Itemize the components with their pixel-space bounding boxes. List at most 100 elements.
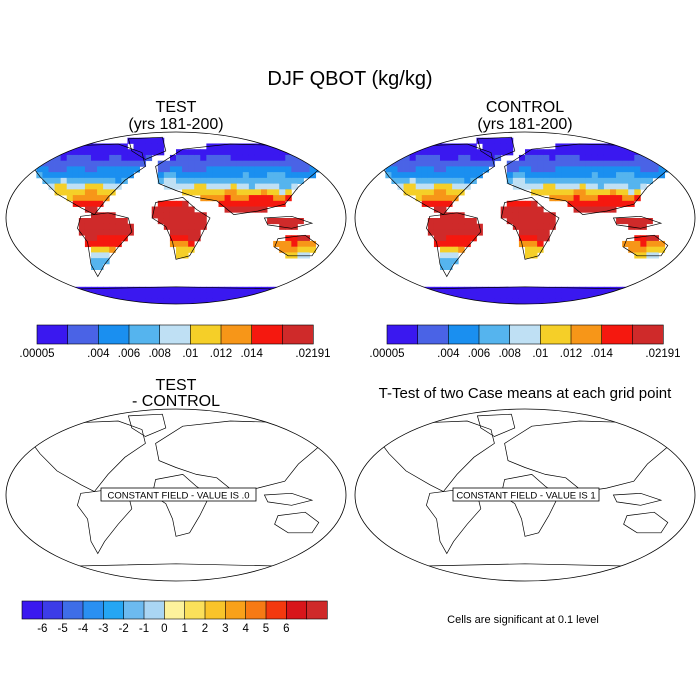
grid-cell bbox=[169, 218, 177, 225]
grid-cell bbox=[603, 195, 611, 202]
colorbar-swatch bbox=[67, 324, 99, 345]
grid-cell bbox=[72, 160, 80, 167]
grid-cell bbox=[254, 166, 262, 173]
grid-cell bbox=[518, 212, 526, 219]
grid-cell bbox=[30, 154, 37, 162]
grid-cell bbox=[36, 298, 43, 304]
grid-cell bbox=[585, 160, 593, 167]
grid-cell bbox=[30, 160, 37, 167]
grid-cell bbox=[163, 292, 171, 299]
grid-cell bbox=[555, 286, 562, 293]
grid-cell bbox=[567, 286, 574, 293]
grid-cell bbox=[512, 223, 520, 230]
grid-cell bbox=[224, 143, 232, 150]
grid-cell bbox=[230, 286, 238, 293]
grid-cell bbox=[169, 206, 177, 213]
grid-cell bbox=[579, 200, 587, 207]
grid-cell bbox=[518, 166, 526, 173]
grid-cell bbox=[452, 298, 459, 304]
grid-cell bbox=[561, 154, 568, 162]
grid-cell bbox=[279, 149, 286, 156]
grid-cell bbox=[60, 172, 68, 179]
grid-cell bbox=[446, 223, 453, 230]
grid-cell bbox=[525, 286, 532, 293]
grid-cell bbox=[561, 183, 568, 190]
grid-cell bbox=[242, 189, 250, 196]
grid-cell bbox=[151, 149, 159, 156]
grid-cell bbox=[157, 292, 165, 299]
grid-cell bbox=[464, 166, 471, 173]
grid-cell bbox=[54, 286, 62, 293]
grid-cell bbox=[567, 143, 574, 150]
grid-cell bbox=[446, 263, 453, 270]
grid-cell bbox=[285, 143, 292, 150]
grid-cell bbox=[72, 149, 80, 156]
grid-cell bbox=[91, 229, 98, 236]
grid-cell bbox=[121, 172, 128, 179]
grid-cell bbox=[103, 218, 110, 225]
grid-cell bbox=[291, 286, 298, 293]
grid-cell bbox=[279, 189, 286, 196]
grid-cell bbox=[561, 189, 568, 196]
grid-cell bbox=[236, 183, 244, 190]
grid-cell bbox=[273, 177, 280, 184]
grid-cell bbox=[279, 286, 286, 293]
coastline-eurasia bbox=[504, 143, 676, 215]
grid-cell bbox=[139, 292, 147, 299]
grid-cell bbox=[97, 235, 104, 242]
grid-cell bbox=[440, 223, 447, 230]
grid-cell bbox=[628, 218, 635, 225]
grid-cell bbox=[433, 229, 441, 236]
grid-cell bbox=[446, 149, 453, 156]
grid-cell bbox=[531, 189, 538, 196]
grid-cell bbox=[409, 189, 417, 196]
grid-cell bbox=[591, 200, 599, 207]
colorbar-swatch bbox=[21, 600, 43, 620]
grid-cell bbox=[273, 160, 280, 167]
grid-cell bbox=[640, 166, 647, 173]
grid-cell bbox=[91, 200, 98, 207]
grid-cell bbox=[488, 137, 496, 144]
grid-cell bbox=[628, 154, 635, 162]
grid-cell bbox=[409, 154, 417, 162]
grid-cell bbox=[543, 183, 550, 190]
grid-cell bbox=[254, 189, 262, 196]
grid-cell bbox=[634, 298, 641, 304]
grid-cell bbox=[206, 166, 213, 173]
grid-cell bbox=[433, 195, 441, 202]
grid-cell bbox=[458, 149, 465, 156]
grid-cell bbox=[84, 166, 92, 173]
grid-cell bbox=[531, 252, 538, 259]
grid-cell bbox=[248, 286, 256, 293]
grid-cell bbox=[658, 246, 666, 253]
grid-cell bbox=[458, 212, 465, 219]
grid-cell bbox=[488, 160, 496, 167]
grid-cell bbox=[194, 218, 201, 225]
grid-cell bbox=[567, 292, 574, 299]
grid-cell bbox=[543, 189, 550, 196]
grid-cell bbox=[97, 143, 104, 150]
grid-cell bbox=[452, 292, 459, 299]
grid-cell bbox=[591, 195, 599, 202]
panel-ttest-title: T-Test of two Case means at each grid po… bbox=[379, 385, 672, 402]
grid-cell bbox=[440, 229, 447, 236]
grid-cell bbox=[230, 195, 238, 202]
grid-cell bbox=[573, 292, 581, 299]
grid-cell bbox=[285, 286, 292, 293]
grid-cell bbox=[109, 149, 116, 156]
grid-cell bbox=[597, 154, 605, 162]
grid-cell bbox=[518, 183, 526, 190]
grid-cell bbox=[176, 160, 183, 167]
grid-cell bbox=[549, 212, 556, 219]
grid-cell bbox=[78, 149, 86, 156]
colorbar-label: .02191 bbox=[295, 348, 330, 360]
grid-cell bbox=[531, 246, 538, 253]
grid-cell bbox=[446, 166, 453, 173]
grid-cell bbox=[628, 286, 635, 293]
grid-cell bbox=[176, 177, 183, 184]
grid-cell bbox=[610, 189, 617, 196]
grid-cell bbox=[616, 189, 623, 196]
grid-cell bbox=[285, 183, 292, 190]
grid-cell bbox=[573, 183, 581, 190]
grid-cell bbox=[188, 246, 195, 253]
